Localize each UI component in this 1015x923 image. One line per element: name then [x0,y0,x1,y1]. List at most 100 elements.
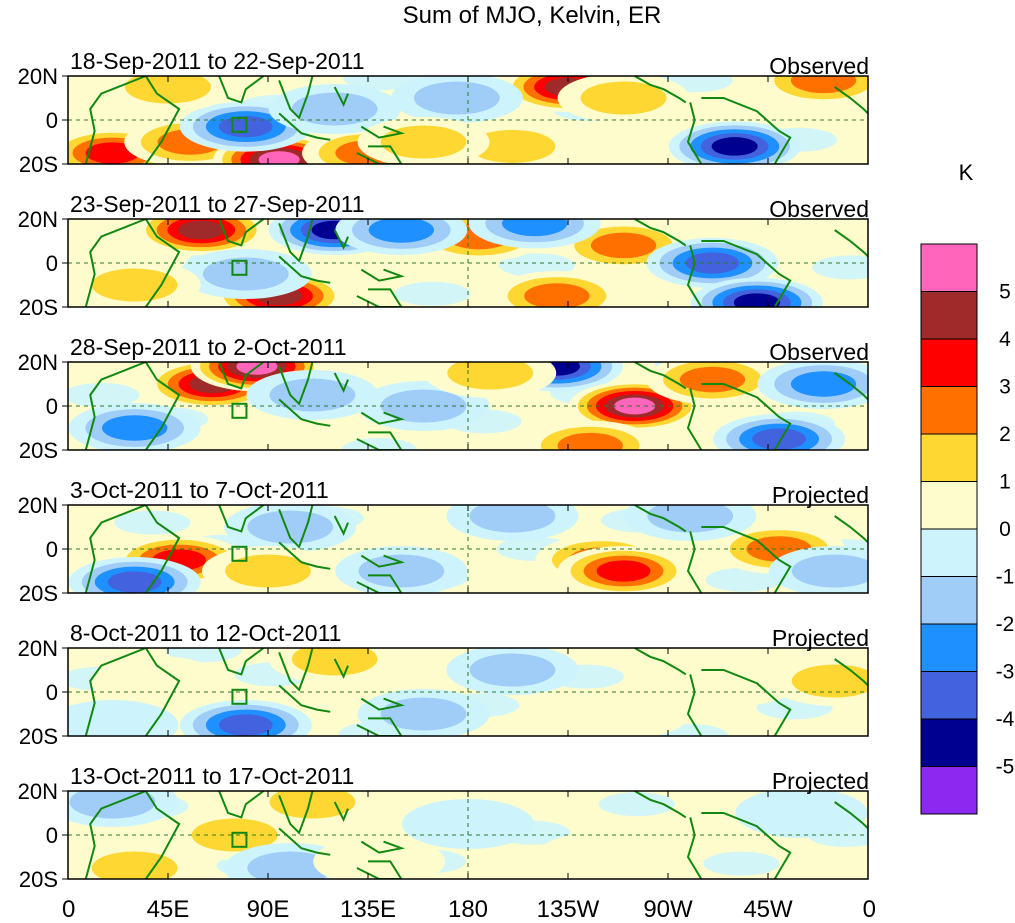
anomaly-contour [178,220,225,240]
y-tick-label: 20S [19,581,58,606]
coastline [834,86,868,115]
coastline [218,219,265,247]
panel-3: 20N 0 20S 28-Sep-2011 to 2-Oct-2011 Observed [18,334,869,463]
coastline [333,86,349,108]
coastline [84,648,181,736]
colorbar-label: 5 [999,281,1011,304]
coastline [218,76,265,104]
anomaly-contour [469,653,556,687]
anomaly-contour [469,505,556,533]
reference-box [231,545,248,562]
anomaly-contour [269,791,356,819]
anomaly-contour [313,836,446,879]
colorbar-swatch [920,528,978,577]
coastline [701,526,792,593]
coastline [834,658,868,687]
anomaly-contour [68,700,179,736]
y-tick-label: 20S [19,295,58,320]
anomaly-contour [247,851,334,879]
anomaly-contour [752,428,806,450]
y-tick-label: 20N [18,64,58,89]
anomaly-contour [614,397,656,415]
anomaly-contour [107,571,162,593]
coastline [634,505,687,533]
y-tick-label: 20S [19,152,58,177]
coastline [360,554,405,568]
panel-status-label: Projected [772,625,869,651]
y-tick-label: 20S [19,724,58,749]
x-axis: 0 45E 90E 135E 180 135W 90W 45W 0 [62,896,876,923]
anomaly-field [68,219,868,307]
coastline [356,574,403,593]
y-tick-label: 20N [18,350,58,375]
anomaly-field [68,648,868,736]
coastline [686,388,703,450]
y-tick-label: 20S [19,867,58,892]
coastline [701,383,792,450]
panel-status-label: Observed [769,196,869,222]
coastline [278,219,314,263]
coastline [686,102,703,164]
anomaly-field [68,76,868,164]
anomaly-contour [596,560,651,582]
y-tick-label: 0 [46,251,58,276]
coastline [278,827,331,856]
x-tick-label: 45W [743,896,793,923]
y-tick-label: 0 [46,108,58,133]
colorbar-label: 1 [999,471,1011,494]
chart-title: Sum of MJO, Kelvin, ER [403,2,662,29]
coastline [686,817,703,879]
anomaly-contour [413,81,500,115]
colorbar-swatch [920,671,978,720]
coastline [634,791,687,819]
coastline [356,288,403,307]
reference-box [231,259,248,276]
colorbar-label: -3 [996,661,1015,684]
colorbar-swatch [920,766,978,815]
anomaly-contour [580,81,667,115]
y-tick-label: 20N [18,207,58,232]
coastline [360,697,405,711]
coastline [634,648,687,676]
x-tick-label: 135W [537,896,600,923]
colorbar-swatch [920,338,978,387]
coastline [634,219,687,247]
anomaly-contour [218,714,273,736]
colorbar-label: -2 [996,613,1015,636]
coastline [834,801,868,830]
colorbar-label: 4 [999,328,1011,351]
coastline [333,658,349,680]
anomaly-contour [469,129,556,163]
anomaly-contour [368,219,434,243]
coastline [278,362,314,406]
x-tick-label: 90W [643,896,693,923]
coastline [834,515,868,544]
x-tick-label: 0 [863,896,876,923]
coastline [834,229,868,258]
anomaly-contour [590,232,657,259]
anomaly-contour [535,832,668,879]
anomaly-contour [85,142,140,164]
anomaly-contour [114,510,191,535]
anomaly-contour [524,283,590,307]
coastline [360,840,405,854]
anomaly-contour [258,151,300,164]
colorbar-swatch [920,433,978,482]
colorbar-label: -5 [996,756,1015,779]
colorbar-swatch [920,291,978,340]
reference-box [231,116,248,133]
colorbar-swatch [920,623,978,672]
panel-6: 20N 0 20S 13-Oct-2011 to 17-Oct-2011 Project… [18,763,869,892]
y-tick-label: 0 [46,394,58,419]
anomaly-field [68,362,868,450]
y-tick-label: 0 [46,537,58,562]
y-tick-label: 0 [46,823,58,848]
anomaly-contour [447,362,534,390]
anomaly-contour [269,378,356,412]
coastline [218,362,265,390]
panel-status-label: Projected [772,482,869,508]
anomaly-contour [91,268,178,302]
anomaly-contour [791,554,868,588]
panel-date-range: 13-Oct-2011 to 17-Oct-2011 [70,763,354,789]
